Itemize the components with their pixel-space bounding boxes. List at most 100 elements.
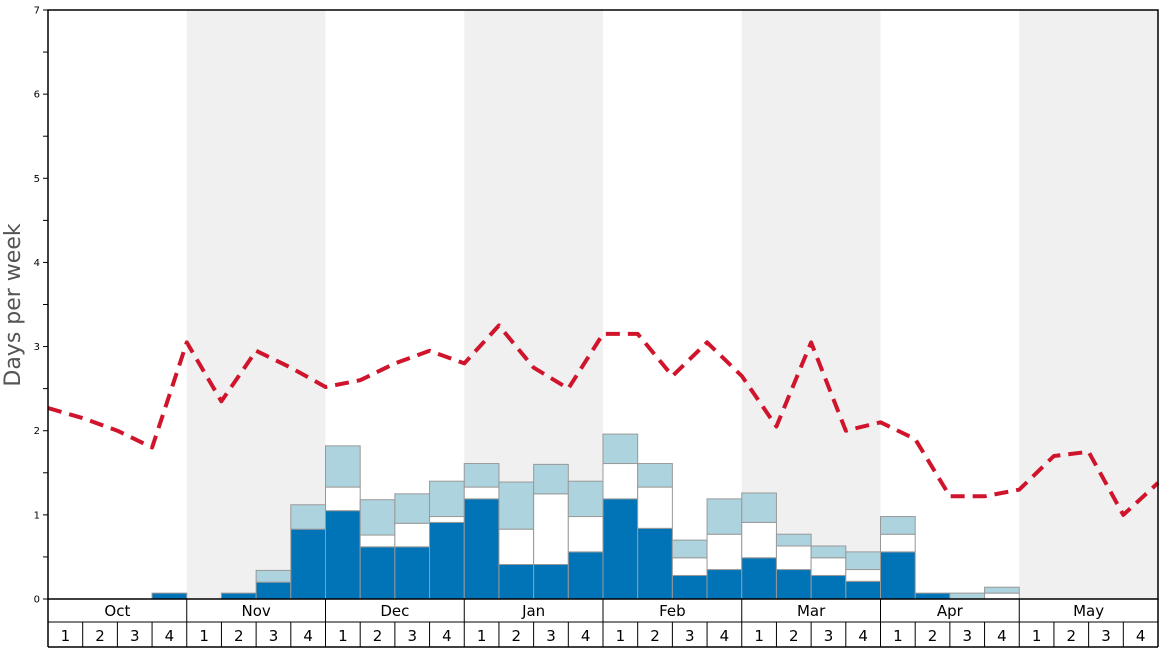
x-axis: Oct Nov Dec Jan Feb Mar Apr May 1 2 3 4 1 2 3 4 1 2 3 4 1 2 3 4… (47, 599, 1159, 648)
week-label: 1 (199, 627, 209, 645)
week-label: 3 (685, 627, 695, 645)
week-label: 4 (997, 627, 1007, 645)
bar-week-14-series-1 (498, 564, 535, 600)
bar-week-25-series-1 (880, 551, 916, 600)
month-shade-nov (186, 10, 326, 599)
bar-week-7-series-3 (255, 569, 292, 583)
trend-line (47, 323, 1160, 517)
week-label: 2 (373, 627, 383, 645)
month-label-nov: Nov (241, 602, 270, 620)
week-label: 3 (1101, 627, 1111, 645)
bar-week-26-series-1 (914, 592, 951, 600)
bar-week-14-series-2 (498, 528, 535, 566)
week-label: 3 (407, 627, 417, 645)
bar-week-11-series-3 (394, 493, 431, 524)
bar-week-10-series-1 (359, 546, 396, 600)
week-label: 4 (442, 627, 452, 645)
bar-week-28-series-2 (984, 592, 1020, 600)
bar-week-12-series-3 (429, 480, 465, 518)
week-label: 3 (130, 627, 140, 645)
bar-week-16-series-2 (567, 516, 604, 553)
bar-week-12-series-2 (429, 516, 465, 523)
bar-week-13-series-2 (463, 486, 500, 500)
week-label: 1 (754, 627, 764, 645)
bar-week-19-series-1 (671, 574, 708, 600)
month-label-may: May (1073, 602, 1104, 620)
week-label: 1 (61, 627, 71, 645)
bar-week-10-series-2 (359, 534, 396, 548)
bar-week-9-series-1 (325, 510, 361, 600)
bar-week-28-series-3 (984, 586, 1020, 594)
bar-week-17-series-2 (602, 463, 639, 500)
bar-week-17-series-3 (602, 433, 639, 465)
bar-week-23-series-3 (810, 545, 847, 559)
month-shading (186, 10, 1158, 599)
y-tick-label: 3 (34, 342, 40, 353)
y-axis-title: Days per week (1, 223, 26, 386)
week-label: 2 (928, 627, 938, 645)
bar-week-18-series-2 (637, 486, 673, 529)
y-tick-label: 2 (34, 426, 40, 437)
month-label-feb: Feb (659, 602, 686, 620)
week-label: 2 (1067, 627, 1077, 645)
line-layer (47, 323, 1160, 517)
bar-week-18-series-1 (637, 527, 673, 600)
week-label: 3 (962, 627, 972, 645)
week-label: 2 (789, 627, 799, 645)
bar-week-24-series-2 (845, 569, 881, 582)
bar-week-18-series-3 (637, 463, 673, 488)
bar-week-17-series-1 (602, 498, 639, 600)
bar-week-9-series-3 (325, 445, 361, 488)
week-label: 4 (720, 627, 730, 645)
bar-week-21-series-3 (741, 492, 777, 523)
bar-week-21-series-1 (741, 557, 777, 600)
bar-week-23-series-1 (810, 574, 847, 600)
month-label-jan: Jan (521, 602, 545, 620)
y-tick-label: 0 (34, 595, 40, 606)
bar-week-19-series-2 (671, 557, 708, 576)
y-tick-label: 5 (34, 174, 40, 185)
week-label: 1 (893, 627, 903, 645)
month-shade-may (1019, 10, 1158, 599)
bar-week-15-series-3 (533, 463, 569, 495)
bar-week-14-series-3 (498, 481, 535, 530)
y-axis: 0 1 2 3 4 5 6 7 (34, 6, 48, 606)
month-label-apr: Apr (937, 602, 964, 620)
week-label: 4 (165, 627, 175, 645)
month-label-mar: Mar (797, 602, 826, 620)
week-label: 2 (234, 627, 244, 645)
week-label: 3 (269, 627, 279, 645)
y-tick-label: 7 (34, 6, 40, 17)
week-label: 1 (616, 627, 626, 645)
bar-week-22-series-1 (775, 569, 812, 600)
bar-week-23-series-2 (810, 557, 847, 576)
week-label: 2 (650, 627, 660, 645)
bar-week-13-series-1 (463, 498, 500, 600)
bar-week-15-series-2 (533, 493, 569, 566)
bar-week-11-series-1 (394, 546, 431, 600)
bar-week-7-series-1 (255, 581, 292, 600)
week-label: 2 (95, 627, 105, 645)
week-label: 3 (546, 627, 556, 645)
month-label-oct: Oct (104, 602, 130, 620)
bar-week-8-series-3 (290, 504, 326, 530)
y-tick-label: 1 (34, 510, 40, 521)
bar-week-8-series-1 (290, 528, 326, 600)
bar-week-21-series-2 (741, 521, 777, 559)
bar-week-15-series-1 (533, 564, 569, 600)
month-label-dec: Dec (380, 602, 409, 620)
bar-week-13-series-3 (463, 463, 500, 488)
bar-week-22-series-2 (775, 545, 812, 571)
bar-week-6-series-1 (220, 592, 257, 600)
week-label: 1 (477, 627, 487, 645)
bar-week-27-series-3 (949, 592, 986, 600)
bar-week-16-series-3 (567, 480, 604, 518)
bar-week-25-series-3 (880, 516, 916, 535)
week-label: 4 (858, 627, 868, 645)
week-label: 1 (1032, 627, 1042, 645)
bar-week-12-series-1 (429, 521, 465, 600)
week-label: 4 (1136, 627, 1146, 645)
bar-week-24-series-3 (845, 551, 881, 571)
bar-week-20-series-2 (706, 533, 743, 571)
